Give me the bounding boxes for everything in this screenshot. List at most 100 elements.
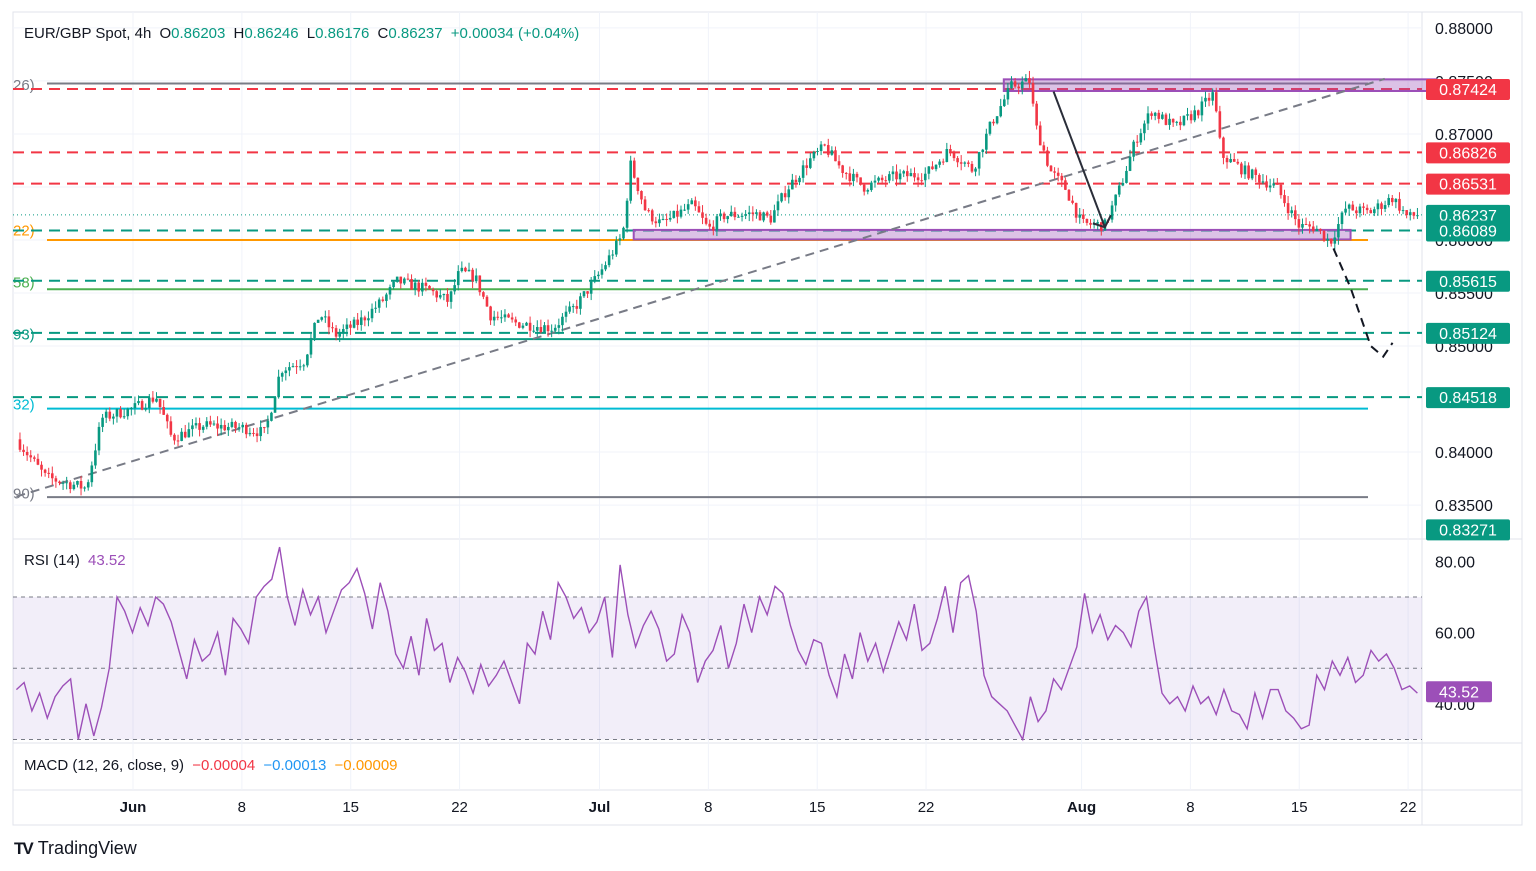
candle-body <box>586 291 589 294</box>
candle-body <box>877 177 880 181</box>
candle-body <box>474 275 478 282</box>
macd-label: MACD (12, 26, close, 9) <box>24 757 185 774</box>
x-tick-label: 15 <box>809 799 826 816</box>
candle-body <box>1272 183 1276 186</box>
x-tick-label: 22 <box>1400 799 1417 816</box>
candle-body <box>288 367 291 371</box>
candle-body <box>324 316 327 318</box>
candle-body <box>805 165 809 168</box>
candle-body <box>1250 169 1254 179</box>
candle-body <box>1153 112 1157 116</box>
candle-body <box>618 238 622 241</box>
tradingview-name: TradingView <box>37 838 137 858</box>
candle-body <box>133 403 137 409</box>
candle-body <box>1071 200 1074 203</box>
candle-body <box>600 269 604 275</box>
candle-body <box>1344 208 1347 213</box>
candle-body <box>1369 210 1373 214</box>
candle-body <box>708 223 712 227</box>
projection-path <box>1332 248 1394 359</box>
candle-body <box>604 265 607 270</box>
candle-body <box>629 160 632 201</box>
candle-body <box>126 408 130 417</box>
candle-body <box>733 211 737 218</box>
candle-body <box>866 190 870 192</box>
candle-body <box>83 487 86 489</box>
candle-body <box>1362 206 1365 208</box>
candle-body <box>1401 210 1405 212</box>
candle-body <box>201 426 205 430</box>
candle-body <box>1301 223 1304 228</box>
candle-body <box>1020 81 1024 89</box>
candle-body <box>952 151 956 159</box>
candle-body <box>970 163 974 172</box>
candle-body <box>25 451 29 456</box>
candle-body <box>176 440 180 442</box>
candle-body <box>873 180 877 183</box>
candle-body <box>769 215 773 223</box>
candle-body <box>503 314 507 318</box>
candle-body <box>909 173 913 177</box>
candle-body <box>180 431 183 441</box>
candle-body <box>622 227 625 239</box>
candle-body <box>798 177 801 183</box>
candle-body <box>582 291 586 297</box>
x-tick-label: 8 <box>704 799 712 816</box>
candle-body <box>632 160 636 178</box>
candle-body <box>934 164 938 170</box>
candle-body <box>945 149 949 162</box>
candle-body <box>949 149 952 152</box>
candle-body <box>478 275 482 293</box>
candle-body <box>403 278 406 284</box>
candle-body <box>1293 210 1297 220</box>
candle-body <box>467 269 471 272</box>
candle-body <box>1089 222 1092 225</box>
tradingview-logo[interactable]: TV TradingView <box>14 838 137 859</box>
candle-body <box>421 282 424 292</box>
price-label-text: 0.86531 <box>1439 177 1497 194</box>
candle-body <box>963 162 967 164</box>
x-tick-label: 15 <box>342 799 359 816</box>
candle-body <box>765 212 769 216</box>
fib-level-label: 58) <box>13 274 35 291</box>
candle-body <box>654 221 658 224</box>
candle-body <box>1064 180 1067 190</box>
price-label-text: 0.85615 <box>1439 274 1497 291</box>
candle-body <box>1121 182 1125 186</box>
candle-body <box>686 204 690 210</box>
candle-body <box>356 319 359 325</box>
candle-body <box>435 291 438 298</box>
price-label-badge <box>1426 387 1510 409</box>
candle-body <box>79 480 83 489</box>
candle-body <box>1196 110 1200 116</box>
candle-body <box>22 449 25 452</box>
candle-body <box>532 330 535 332</box>
candle-body <box>410 279 413 290</box>
candle-body <box>977 152 981 169</box>
candle-body <box>500 317 503 319</box>
candle-body <box>367 318 370 321</box>
candle-body <box>535 327 539 331</box>
candle-body <box>237 427 241 429</box>
candle-body <box>1028 78 1031 83</box>
candle-body <box>90 465 94 483</box>
candle-body <box>956 158 959 163</box>
candle-body <box>18 439 22 450</box>
candle-body <box>589 281 593 294</box>
x-tick-label: 8 <box>238 799 246 816</box>
candle-body <box>363 317 367 321</box>
candle-body <box>428 285 431 290</box>
price-label-badge <box>1426 519 1510 541</box>
candle-body <box>647 210 650 212</box>
candle-body <box>385 294 388 301</box>
candle-body <box>557 325 561 328</box>
candle-body <box>388 287 392 295</box>
candle-body <box>104 411 108 418</box>
candle-body <box>726 216 729 220</box>
candle-body <box>575 306 579 309</box>
candle-body <box>737 216 740 218</box>
candle-body <box>546 325 550 332</box>
candle-body <box>543 325 546 333</box>
candle-body <box>859 177 862 185</box>
candle-body <box>496 316 500 318</box>
